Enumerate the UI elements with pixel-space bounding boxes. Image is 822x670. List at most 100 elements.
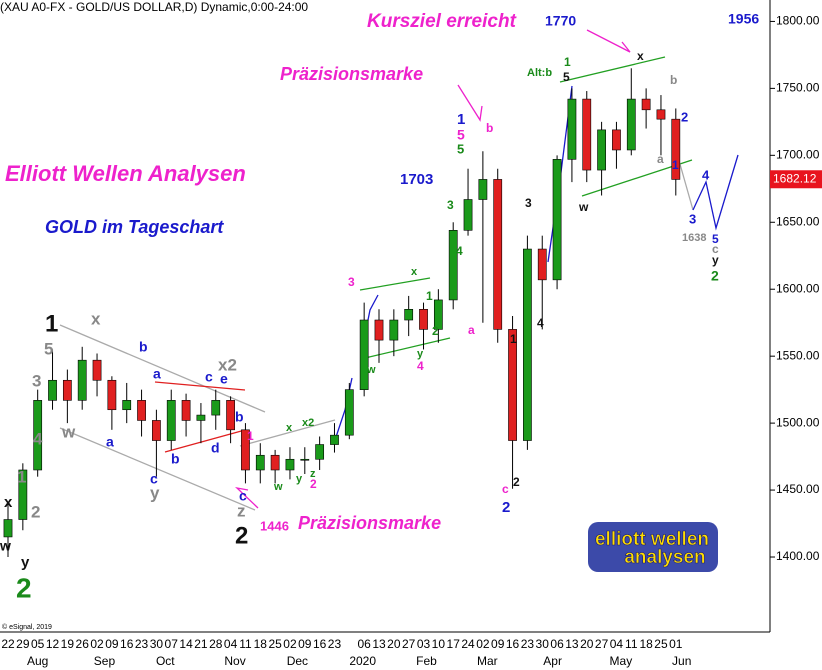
x-tick-label: 21 [194, 637, 208, 651]
x-tick-label: 19 [61, 637, 75, 651]
candle-body [18, 469, 28, 520]
annotation: 4 [417, 359, 424, 373]
channel-line [559, 56, 666, 83]
annotation: b [670, 73, 677, 87]
x-month-label: Oct [156, 654, 175, 668]
annotation: 5 [457, 127, 465, 143]
annotation: 5 [44, 339, 53, 358]
x-month-label: 2020 [349, 654, 376, 668]
candle-body [448, 230, 458, 301]
annotation: 1703 [400, 171, 433, 188]
x-tick-label: 30 [150, 637, 164, 651]
candle-body [48, 379, 57, 401]
channel-line [239, 419, 336, 447]
candle-body [389, 319, 399, 341]
x-tick-label: 17 [447, 637, 461, 651]
candle-body [181, 400, 191, 421]
candle-body [77, 359, 87, 401]
channel-line [164, 429, 246, 453]
x-tick-label: 07 [165, 637, 179, 651]
pointer-arrow [457, 84, 483, 122]
x-tick-label: 23 [521, 637, 535, 651]
candle-body [404, 309, 414, 321]
channel-line [359, 277, 431, 291]
annotation: 2 [16, 572, 32, 603]
x-tick-label: 09 [298, 637, 312, 651]
candle-body [523, 248, 532, 441]
x-tick-label: 24 [461, 637, 475, 651]
channel-line [154, 381, 246, 391]
candle-body [493, 179, 503, 330]
candle-body [33, 400, 43, 471]
annotation: 5 [712, 232, 719, 246]
candle-body [166, 400, 176, 441]
candle-body [226, 400, 235, 431]
x-tick-label: 13 [372, 637, 386, 651]
x-tick-label: 23 [328, 637, 342, 651]
candle-body [582, 98, 592, 171]
annotation: 4 [702, 167, 710, 182]
annotation: 4 [456, 244, 463, 258]
candle-body [612, 129, 621, 151]
annotation: 2 [235, 522, 248, 549]
annotation: x [4, 494, 13, 511]
x-tick-label: 06 [357, 637, 371, 651]
annotation: w [366, 364, 376, 376]
x-month-label: Dec [287, 654, 308, 668]
annotation: w [273, 481, 283, 493]
annotation: 5 [563, 70, 570, 84]
x-tick-label: 26 [76, 637, 90, 651]
x-tick-label: 20 [387, 637, 401, 651]
x-tick-label: 28 [209, 637, 223, 651]
annotation: x2 [302, 417, 314, 429]
annotation: z [237, 501, 246, 520]
y-tick-label: 1550.00 [776, 348, 820, 362]
y-tick-label: 1400.00 [776, 549, 820, 563]
annotation: 2 [432, 324, 439, 338]
candle-body [626, 98, 636, 151]
x-tick-label: 04 [224, 637, 238, 651]
annotation: w [578, 200, 589, 214]
annotation: b [139, 339, 148, 355]
candle-body [122, 400, 132, 411]
candle-body [359, 319, 369, 390]
annotation: 2 [513, 475, 520, 489]
candle-body [137, 400, 146, 421]
candle-body [62, 379, 72, 401]
x-month-label: Apr [543, 654, 562, 668]
candle-body [3, 519, 13, 538]
annotation: w [0, 538, 11, 554]
x-tick-label: 10 [432, 637, 446, 651]
annotation: 2 [502, 499, 510, 516]
x-tick-label: 16 [120, 637, 134, 651]
candle-body [597, 129, 606, 171]
x-tick-label: 27 [595, 637, 609, 651]
x-tick-label: 30 [536, 637, 550, 651]
candle-body [241, 429, 250, 471]
x-month-label: Feb [416, 654, 437, 668]
annotation: a [153, 366, 161, 382]
x-tick-label: 16 [313, 637, 327, 651]
annotation: a [657, 152, 664, 166]
x-tick-label: 02 [283, 637, 297, 651]
annotation: x2 [218, 355, 237, 374]
annotation: 1 [45, 310, 58, 337]
candle-body [270, 454, 280, 471]
last-price-box [770, 170, 822, 189]
annotation: y [712, 253, 719, 267]
annotation: x [286, 422, 293, 434]
annotation: 4 [33, 429, 43, 448]
x-tick-label: 14 [179, 637, 193, 651]
annotation: Alt:b [527, 67, 552, 79]
annotation: 3 [348, 275, 355, 289]
candle-body [552, 159, 562, 281]
channel-line [59, 427, 256, 511]
candle-body [463, 199, 473, 231]
x-tick-label: 27 [402, 637, 416, 651]
last-price-label: 1682.12 [773, 171, 817, 185]
annotation: 3 [689, 211, 696, 226]
annotation: b [171, 451, 180, 467]
logo-text: analysen [624, 547, 705, 568]
candle-body [374, 319, 384, 341]
